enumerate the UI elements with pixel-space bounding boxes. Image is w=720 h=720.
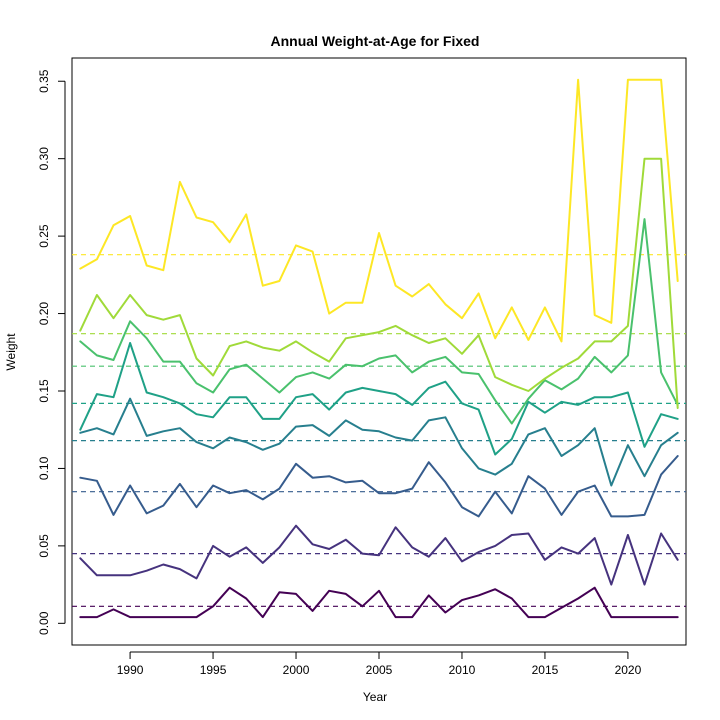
y-tick-label: 0.05 <box>37 534 51 558</box>
series-line-5 <box>79 342 679 456</box>
x-tick-label: 2010 <box>449 663 476 677</box>
series-line-4 <box>79 397 679 487</box>
y-tick-label: 0.10 <box>37 456 51 480</box>
series-line-1 <box>79 586 679 619</box>
y-tick-label: 0.35 <box>37 69 51 93</box>
y-tick-label: 0.15 <box>37 379 51 403</box>
x-axis-label: Year <box>363 690 387 704</box>
y-tick-label: 0.25 <box>37 224 51 248</box>
plot-frame <box>71 57 687 646</box>
x-axis: 1990 1995 2000 2005 2010 2015 2020 <box>117 651 642 677</box>
x-tick-label: 2020 <box>615 663 642 677</box>
y-tick-label: 0.20 <box>37 302 51 326</box>
series-line-7 <box>79 157 679 409</box>
y-tick-label: 0.00 <box>37 611 51 635</box>
series-line-8 <box>79 78 679 343</box>
y-axis: 0.00 0.05 0.10 0.15 0.20 0.25 0.30 0.35 <box>37 69 66 635</box>
x-tick-label: 2000 <box>283 663 310 677</box>
series-line-2 <box>79 524 679 586</box>
x-tick-label: 2015 <box>532 663 559 677</box>
x-tick-label: 1995 <box>200 663 227 677</box>
y-axis-label: Weight <box>4 333 18 371</box>
y-tick-label: 0.30 <box>37 147 51 171</box>
series-line-3 <box>79 455 679 518</box>
series-lines <box>79 78 679 619</box>
x-tick-label: 2005 <box>366 663 393 677</box>
x-tick-label: 1990 <box>117 663 144 677</box>
chart-title: Annual Weight-at-Age for Fixed <box>271 33 480 49</box>
series-line-6 <box>79 218 679 425</box>
